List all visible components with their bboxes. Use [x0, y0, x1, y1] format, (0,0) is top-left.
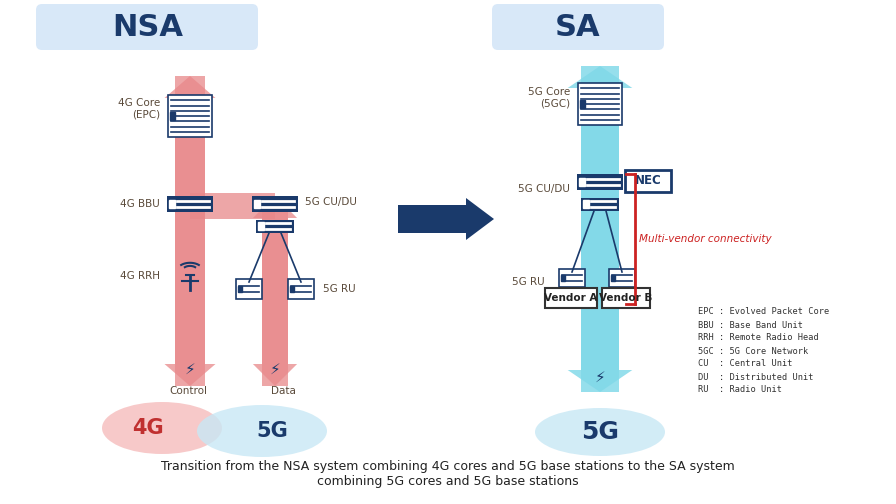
Bar — [168, 95, 212, 137]
Text: NEC: NEC — [634, 174, 661, 187]
Bar — [258, 222, 264, 230]
Bar — [252, 196, 298, 212]
Text: CU  : Central Unit: CU : Central Unit — [698, 359, 792, 368]
Bar — [611, 275, 615, 281]
FancyArrow shape — [165, 76, 216, 386]
Text: Multi-vendor connectivity: Multi-vendor connectivity — [639, 234, 771, 244]
Bar — [577, 174, 623, 190]
Bar — [167, 196, 213, 212]
FancyArrow shape — [568, 66, 633, 392]
Bar — [238, 286, 242, 292]
Bar — [561, 275, 565, 281]
FancyBboxPatch shape — [492, 4, 664, 50]
Text: Transition from the NSA system combining 4G cores and 5G base stations to the SA: Transition from the NSA system combining… — [161, 460, 735, 488]
Text: 5G CU/DU: 5G CU/DU — [305, 197, 357, 207]
Text: 5G: 5G — [256, 421, 288, 441]
Text: SA: SA — [556, 13, 601, 41]
Text: NSA: NSA — [113, 13, 184, 41]
FancyBboxPatch shape — [625, 170, 671, 192]
Bar — [170, 112, 175, 120]
Text: ⚡: ⚡ — [270, 361, 280, 376]
Text: Data: Data — [271, 386, 296, 396]
Bar — [602, 288, 650, 308]
Ellipse shape — [535, 408, 665, 456]
FancyBboxPatch shape — [36, 4, 258, 50]
Bar — [254, 200, 260, 208]
Text: 5G CU/DU: 5G CU/DU — [518, 184, 570, 194]
Bar — [579, 178, 585, 186]
Text: 4G BBU: 4G BBU — [120, 199, 160, 209]
Bar — [288, 279, 314, 299]
Text: RRH : Remote Radio Head: RRH : Remote Radio Head — [698, 334, 819, 343]
Text: 5G: 5G — [581, 420, 619, 444]
FancyArrow shape — [398, 198, 494, 240]
Text: 5GC : 5G Core Network: 5GC : 5G Core Network — [698, 347, 808, 355]
Bar — [583, 200, 589, 208]
Bar — [559, 269, 585, 287]
Ellipse shape — [197, 405, 327, 457]
Bar — [290, 286, 294, 292]
FancyArrow shape — [253, 196, 297, 386]
Text: Vendor A: Vendor A — [544, 293, 598, 303]
FancyArrow shape — [568, 66, 633, 392]
Text: Control: Control — [169, 386, 207, 396]
Text: 5G RU: 5G RU — [323, 284, 356, 294]
FancyArrow shape — [165, 76, 216, 386]
Bar — [578, 83, 622, 125]
Text: ⚡: ⚡ — [185, 361, 195, 376]
Text: 4G RRH: 4G RRH — [120, 271, 160, 281]
Text: DU  : Distributed Unit: DU : Distributed Unit — [698, 372, 814, 382]
Text: EPC : Evolved Packet Core: EPC : Evolved Packet Core — [698, 307, 830, 317]
Bar — [545, 288, 597, 308]
Ellipse shape — [102, 402, 222, 454]
Text: 4G: 4G — [133, 418, 164, 438]
Bar — [580, 100, 585, 108]
Text: RU  : Radio Unit: RU : Radio Unit — [698, 386, 782, 395]
Bar — [236, 279, 262, 299]
Bar — [190, 193, 275, 219]
Text: 5G Core
(5GC): 5G Core (5GC) — [528, 87, 570, 109]
Bar — [581, 198, 619, 211]
Bar — [256, 220, 294, 232]
Bar — [609, 269, 635, 287]
Text: BBU : Base Band Unit: BBU : Base Band Unit — [698, 321, 803, 330]
FancyArrow shape — [253, 196, 297, 386]
Bar — [169, 200, 175, 208]
Text: 4G Core
(EPC): 4G Core (EPC) — [117, 98, 160, 120]
Text: Vendor B: Vendor B — [599, 293, 652, 303]
Text: 5G RU: 5G RU — [513, 277, 545, 287]
Text: ⚡: ⚡ — [595, 369, 606, 385]
